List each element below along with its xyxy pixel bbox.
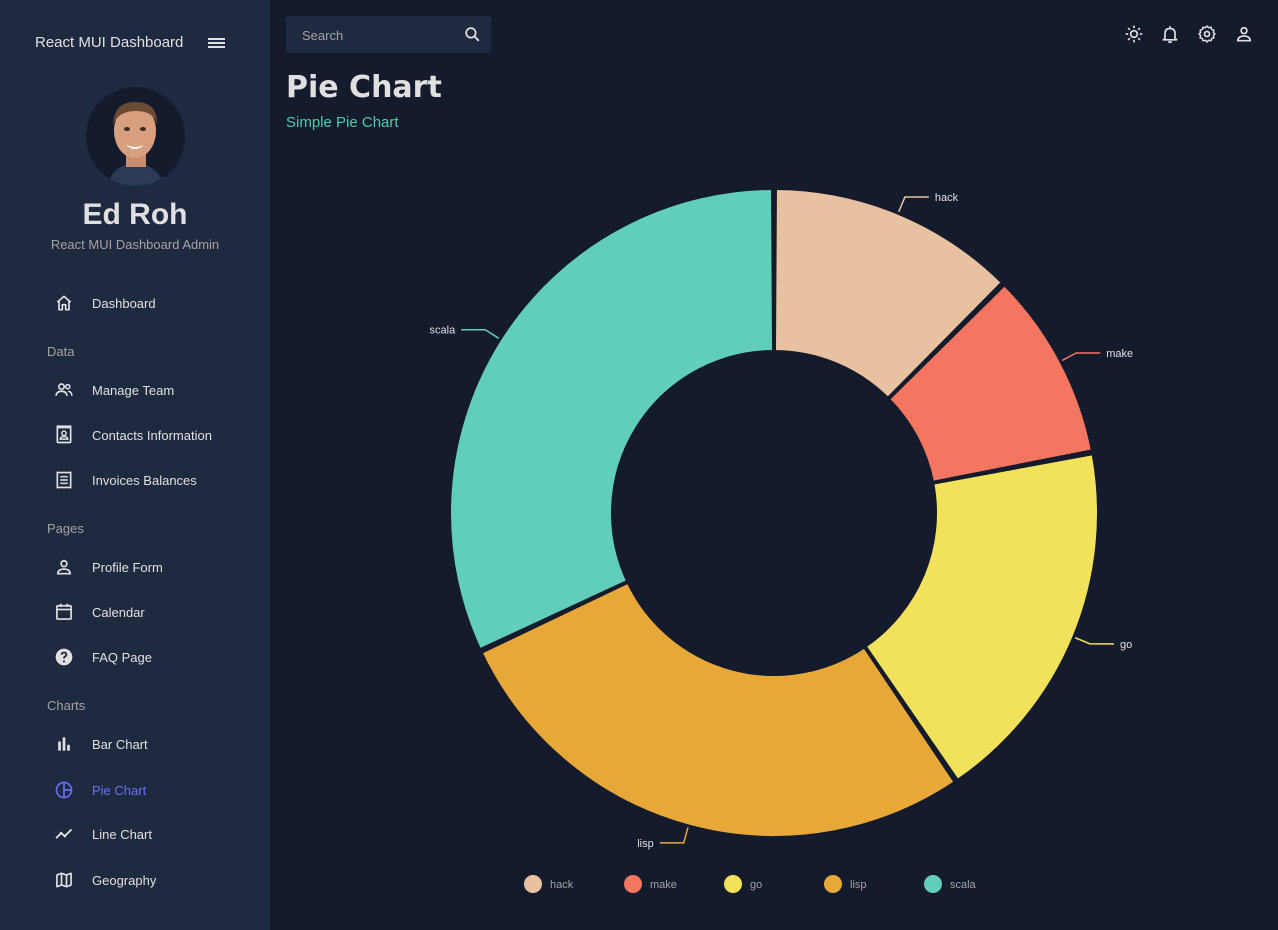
people-icon [52, 378, 76, 402]
search-input[interactable] [286, 16, 464, 55]
timeline-icon [52, 822, 76, 846]
legend-symbol-make[interactable] [624, 875, 642, 893]
section-label-pages: Pages [47, 521, 84, 536]
pie-slice-go[interactable] [864, 453, 1100, 781]
section-label-data: Data [47, 344, 75, 359]
legend-label-scala[interactable]: scala [950, 879, 977, 891]
bar-chart-icon [52, 732, 76, 756]
search-bar [286, 16, 491, 55]
legend-label-make[interactable]: make [650, 879, 677, 891]
sidebar-item-label: Line Chart [92, 826, 152, 842]
legend-label-go[interactable]: go [750, 879, 762, 891]
sidebar-item-label: Calendar [92, 604, 145, 620]
avatar [86, 87, 185, 186]
sidebar-item-pie-chart[interactable]: Pie Chart [52, 778, 262, 802]
arc-label-go: go [1120, 639, 1132, 651]
settings-icon[interactable] [1197, 24, 1217, 44]
sidebar-item-label: Profile Form [92, 559, 163, 575]
pie-chart-icon [52, 778, 76, 802]
receipt-icon [52, 468, 76, 492]
arc-link-lisp [659, 827, 689, 844]
legend-label-hack[interactable]: hack [550, 879, 574, 891]
arc-link-hack [898, 196, 929, 213]
legend-symbol-go[interactable] [724, 875, 742, 893]
sidebar-item-faq[interactable]: FAQ Page [52, 645, 262, 669]
sidebar-item-label: FAQ Page [92, 649, 152, 665]
user-role: React MUI Dashboard Admin [50, 237, 220, 252]
calendar-icon [52, 600, 76, 624]
sidebar-item-label: Bar Chart [92, 736, 148, 752]
arc-link-go [1074, 637, 1114, 645]
legend-symbol-hack[interactable] [524, 875, 542, 893]
arc-link-scala [461, 328, 500, 339]
sidebar-item-line-chart[interactable]: Line Chart [52, 822, 262, 846]
sidebar-item-label: Invoices Balances [92, 472, 197, 488]
arc-link-make [1061, 352, 1101, 362]
pie-slice-lisp[interactable] [480, 581, 956, 838]
pie-slice-scala[interactable] [449, 188, 775, 651]
page-title: Pie Chart [286, 70, 442, 105]
legend-symbol-scala[interactable] [924, 875, 942, 893]
arc-label-scala: scala [430, 325, 457, 337]
search-icon[interactable] [463, 25, 482, 49]
sidebar-item-geography[interactable]: Geography [52, 868, 262, 892]
user-name: Ed Roh [82, 198, 188, 231]
sidebar-item-label: Pie Chart [92, 782, 147, 798]
contacts-icon [52, 423, 76, 447]
legend-symbol-lisp[interactable] [824, 875, 842, 893]
sidebar-item-bar-chart[interactable]: Bar Chart [52, 732, 262, 756]
sidebar: React MUI Dashboard Ed Roh React MUI Das… [0, 0, 270, 930]
menu-icon[interactable] [207, 34, 227, 52]
sidebar-item-invoices[interactable]: Invoices Balances [52, 468, 262, 492]
sidebar-item-profile-form[interactable]: Profile Form [52, 555, 262, 579]
sidebar-item-contacts[interactable]: Contacts Information [52, 423, 262, 447]
pie-slice-make[interactable] [888, 284, 1093, 483]
page-subtitle: Simple Pie Chart [286, 114, 399, 131]
light-mode-icon[interactable] [1124, 24, 1144, 44]
sidebar-item-label: Contacts Information [92, 427, 212, 443]
help-icon [52, 645, 76, 669]
sidebar-item-manage-team[interactable]: Manage Team [52, 378, 262, 402]
home-icon [52, 291, 76, 315]
sidebar-item-label: Geography [92, 872, 157, 888]
arc-label-hack: hack [935, 192, 959, 204]
legend-label-lisp[interactable]: lisp [850, 879, 867, 891]
pie-slice-hack[interactable] [773, 188, 1003, 399]
user-icon[interactable] [1234, 24, 1254, 44]
arc-label-make: make [1106, 348, 1133, 360]
map-icon [52, 868, 76, 892]
sidebar-item-dashboard[interactable]: Dashboard [52, 291, 262, 315]
person-icon [52, 555, 76, 579]
notifications-icon[interactable] [1160, 24, 1180, 44]
brand-title: React MUI Dashboard [35, 34, 184, 51]
arc-label-lisp: lisp [637, 838, 654, 850]
sidebar-item-calendar[interactable]: Calendar [52, 600, 262, 624]
sidebar-item-label: Dashboard [92, 295, 156, 311]
section-label-charts: Charts [47, 698, 86, 713]
sidebar-item-label: Manage Team [92, 382, 175, 398]
